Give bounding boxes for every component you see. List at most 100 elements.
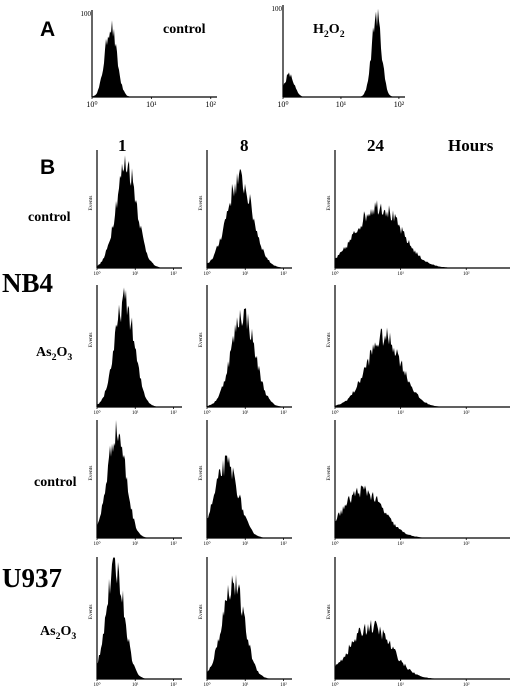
histogram-fill [97, 420, 182, 538]
y-axis-label: Events [88, 466, 94, 481]
x-tick-label: 10¹ [132, 682, 139, 688]
x-tick-label: 10² [170, 541, 177, 547]
as2o3-sub1-2: 2 [55, 630, 61, 642]
panel-a-h2o2-histogram: 10⁰ 10¹ 10² 100 [272, 5, 405, 109]
x-tick-label: 10¹ [132, 541, 139, 547]
panel-b-grid: 10⁰ 10¹ 10² Events 10⁰ 10¹ 10² Events 10⁰ 10¹ 10² E… [88, 150, 510, 688]
y-axis-label: Events [198, 466, 204, 481]
hist-nb4-control-8h: 10⁰ 10¹ 10² Events [198, 150, 292, 277]
hist-u937-control-8h: 10⁰ 10¹ 10² Events [198, 420, 292, 547]
x-tick-label: 10² [394, 100, 405, 109]
h2o2-sub2: 2 [339, 28, 345, 40]
hist-u937-as2o3-1h: 10⁰ 10¹ 10² Events [88, 557, 182, 688]
as2o3-as: As [36, 345, 52, 360]
x-tick-label: 10¹ [397, 682, 404, 688]
y-axis-label: Events [88, 604, 94, 619]
x-tick-label: 10² [280, 682, 287, 688]
histogram-fill [207, 574, 292, 679]
x-tick-label: 10⁰ [203, 682, 210, 688]
hours-label: Hours [448, 136, 494, 155]
hist-nb4-as2o3-1h: 10⁰ 10¹ 10² Events [88, 285, 182, 416]
cell-line-nb4: NB4 [2, 268, 54, 298]
histogram-fill [335, 200, 510, 268]
as2o3-as-2: As [40, 624, 56, 639]
panel-a-control-histogram: 10⁰ 10¹ 10² 100 [81, 10, 217, 109]
x-tick-label: 10¹ [397, 541, 404, 547]
x-tick-label: 10⁰ [331, 682, 338, 688]
hist-u937-control-1h: 10⁰ 10¹ 10² Events [88, 420, 182, 547]
x-tick-label: 10¹ [242, 271, 249, 277]
x-tick-label: 10¹ [242, 410, 249, 416]
y-axis-label: Events [326, 196, 332, 211]
x-tick-label: 10⁰ [86, 100, 97, 109]
as2o3-o: O [56, 345, 68, 360]
panel-b-letter: B [40, 156, 56, 179]
x-tick-label: 10² [463, 682, 470, 688]
x-tick-label: 10¹ [242, 541, 249, 547]
as2o3-sub2: 3 [67, 351, 73, 363]
x-tick-label: 10¹ [242, 682, 249, 688]
x-tick-label: 10⁰ [93, 682, 100, 688]
histogram-fill [335, 485, 510, 538]
hist-nb4-control-24h: 10⁰ 10¹ 10² Events [326, 150, 510, 277]
y-axis-label: Events [198, 332, 204, 347]
x-tick-label: 10² [170, 410, 177, 416]
panel-a-letter: A [40, 18, 56, 41]
time-header-8: 8 [240, 136, 249, 155]
x-tick-label: 10¹ [336, 100, 347, 109]
y-axis-label: Events [198, 196, 204, 211]
time-header-24: 24 [367, 136, 384, 155]
x-tick-label: 10¹ [132, 271, 139, 277]
histogram-fill [207, 455, 292, 538]
x-tick-label: 10² [206, 100, 217, 109]
histogram-fill [92, 20, 217, 97]
y-axis-label: Events [88, 332, 94, 347]
row-label-nb4-control: control [28, 210, 71, 225]
x-tick-label: 10² [463, 410, 470, 416]
as2o3-sub2-2: 3 [71, 630, 77, 642]
x-tick-label: 10² [170, 271, 177, 277]
x-tick-label: 10¹ [397, 410, 404, 416]
row-label-u937-control: control [34, 475, 77, 490]
panel-a-control-label: control [163, 22, 206, 37]
x-tick-label: 10² [170, 682, 177, 688]
x-tick-label: 10⁰ [93, 410, 100, 416]
x-tick-label: 10⁰ [93, 541, 100, 547]
histogram-fill [97, 155, 182, 268]
row-label-nb4-as2o3: As2O3 [36, 345, 72, 363]
panel-a-h2o2-plot: 10⁰ 10¹ 10² 100 [272, 5, 405, 109]
x-tick-label: 10⁰ [203, 271, 210, 277]
h2o2-h: H [313, 22, 324, 37]
histogram-fill [97, 557, 182, 679]
histogram-fill [97, 287, 182, 407]
y-max-label: 100 [272, 5, 283, 13]
x-tick-label: 10² [280, 410, 287, 416]
hist-nb4-control-1h: 10⁰ 10¹ 10² Events [88, 150, 182, 277]
x-tick-label: 10⁰ [331, 410, 338, 416]
x-tick-label: 10¹ [397, 271, 404, 277]
x-tick-label: 10² [463, 541, 470, 547]
histogram-fill [335, 327, 510, 407]
time-header-1: 1 [118, 136, 127, 155]
hist-u937-control-24h: 10⁰ 10¹ 10² Events [326, 420, 510, 547]
hist-nb4-as2o3-8h: 10⁰ 10¹ 10² Events [198, 285, 292, 416]
x-tick-label: 10¹ [132, 410, 139, 416]
x-tick-label: 10² [280, 541, 287, 547]
y-axis-label: Events [326, 604, 332, 619]
as2o3-o-2: O [60, 624, 72, 639]
panel-a-h2o2-label: H2O2 [313, 22, 345, 40]
histogram-fill [207, 168, 292, 268]
x-tick-label: 10⁰ [203, 410, 210, 416]
y-axis-label: Events [88, 196, 94, 211]
panel-a-control-plot: 10⁰ 10¹ 10² 100 [81, 10, 217, 109]
as2o3-sub1: 2 [51, 351, 57, 363]
histogram-fill [207, 307, 292, 407]
x-tick-label: 10⁰ [331, 541, 338, 547]
x-tick-label: 10⁰ [203, 541, 210, 547]
x-tick-label: 10⁰ [277, 100, 288, 109]
y-axis-label: Events [198, 604, 204, 619]
cell-line-u937: U937 [2, 563, 62, 593]
hist-nb4-as2o3-24h: 10⁰ 10¹ 10² Events [326, 285, 510, 416]
h2o2-o: O [328, 22, 340, 37]
